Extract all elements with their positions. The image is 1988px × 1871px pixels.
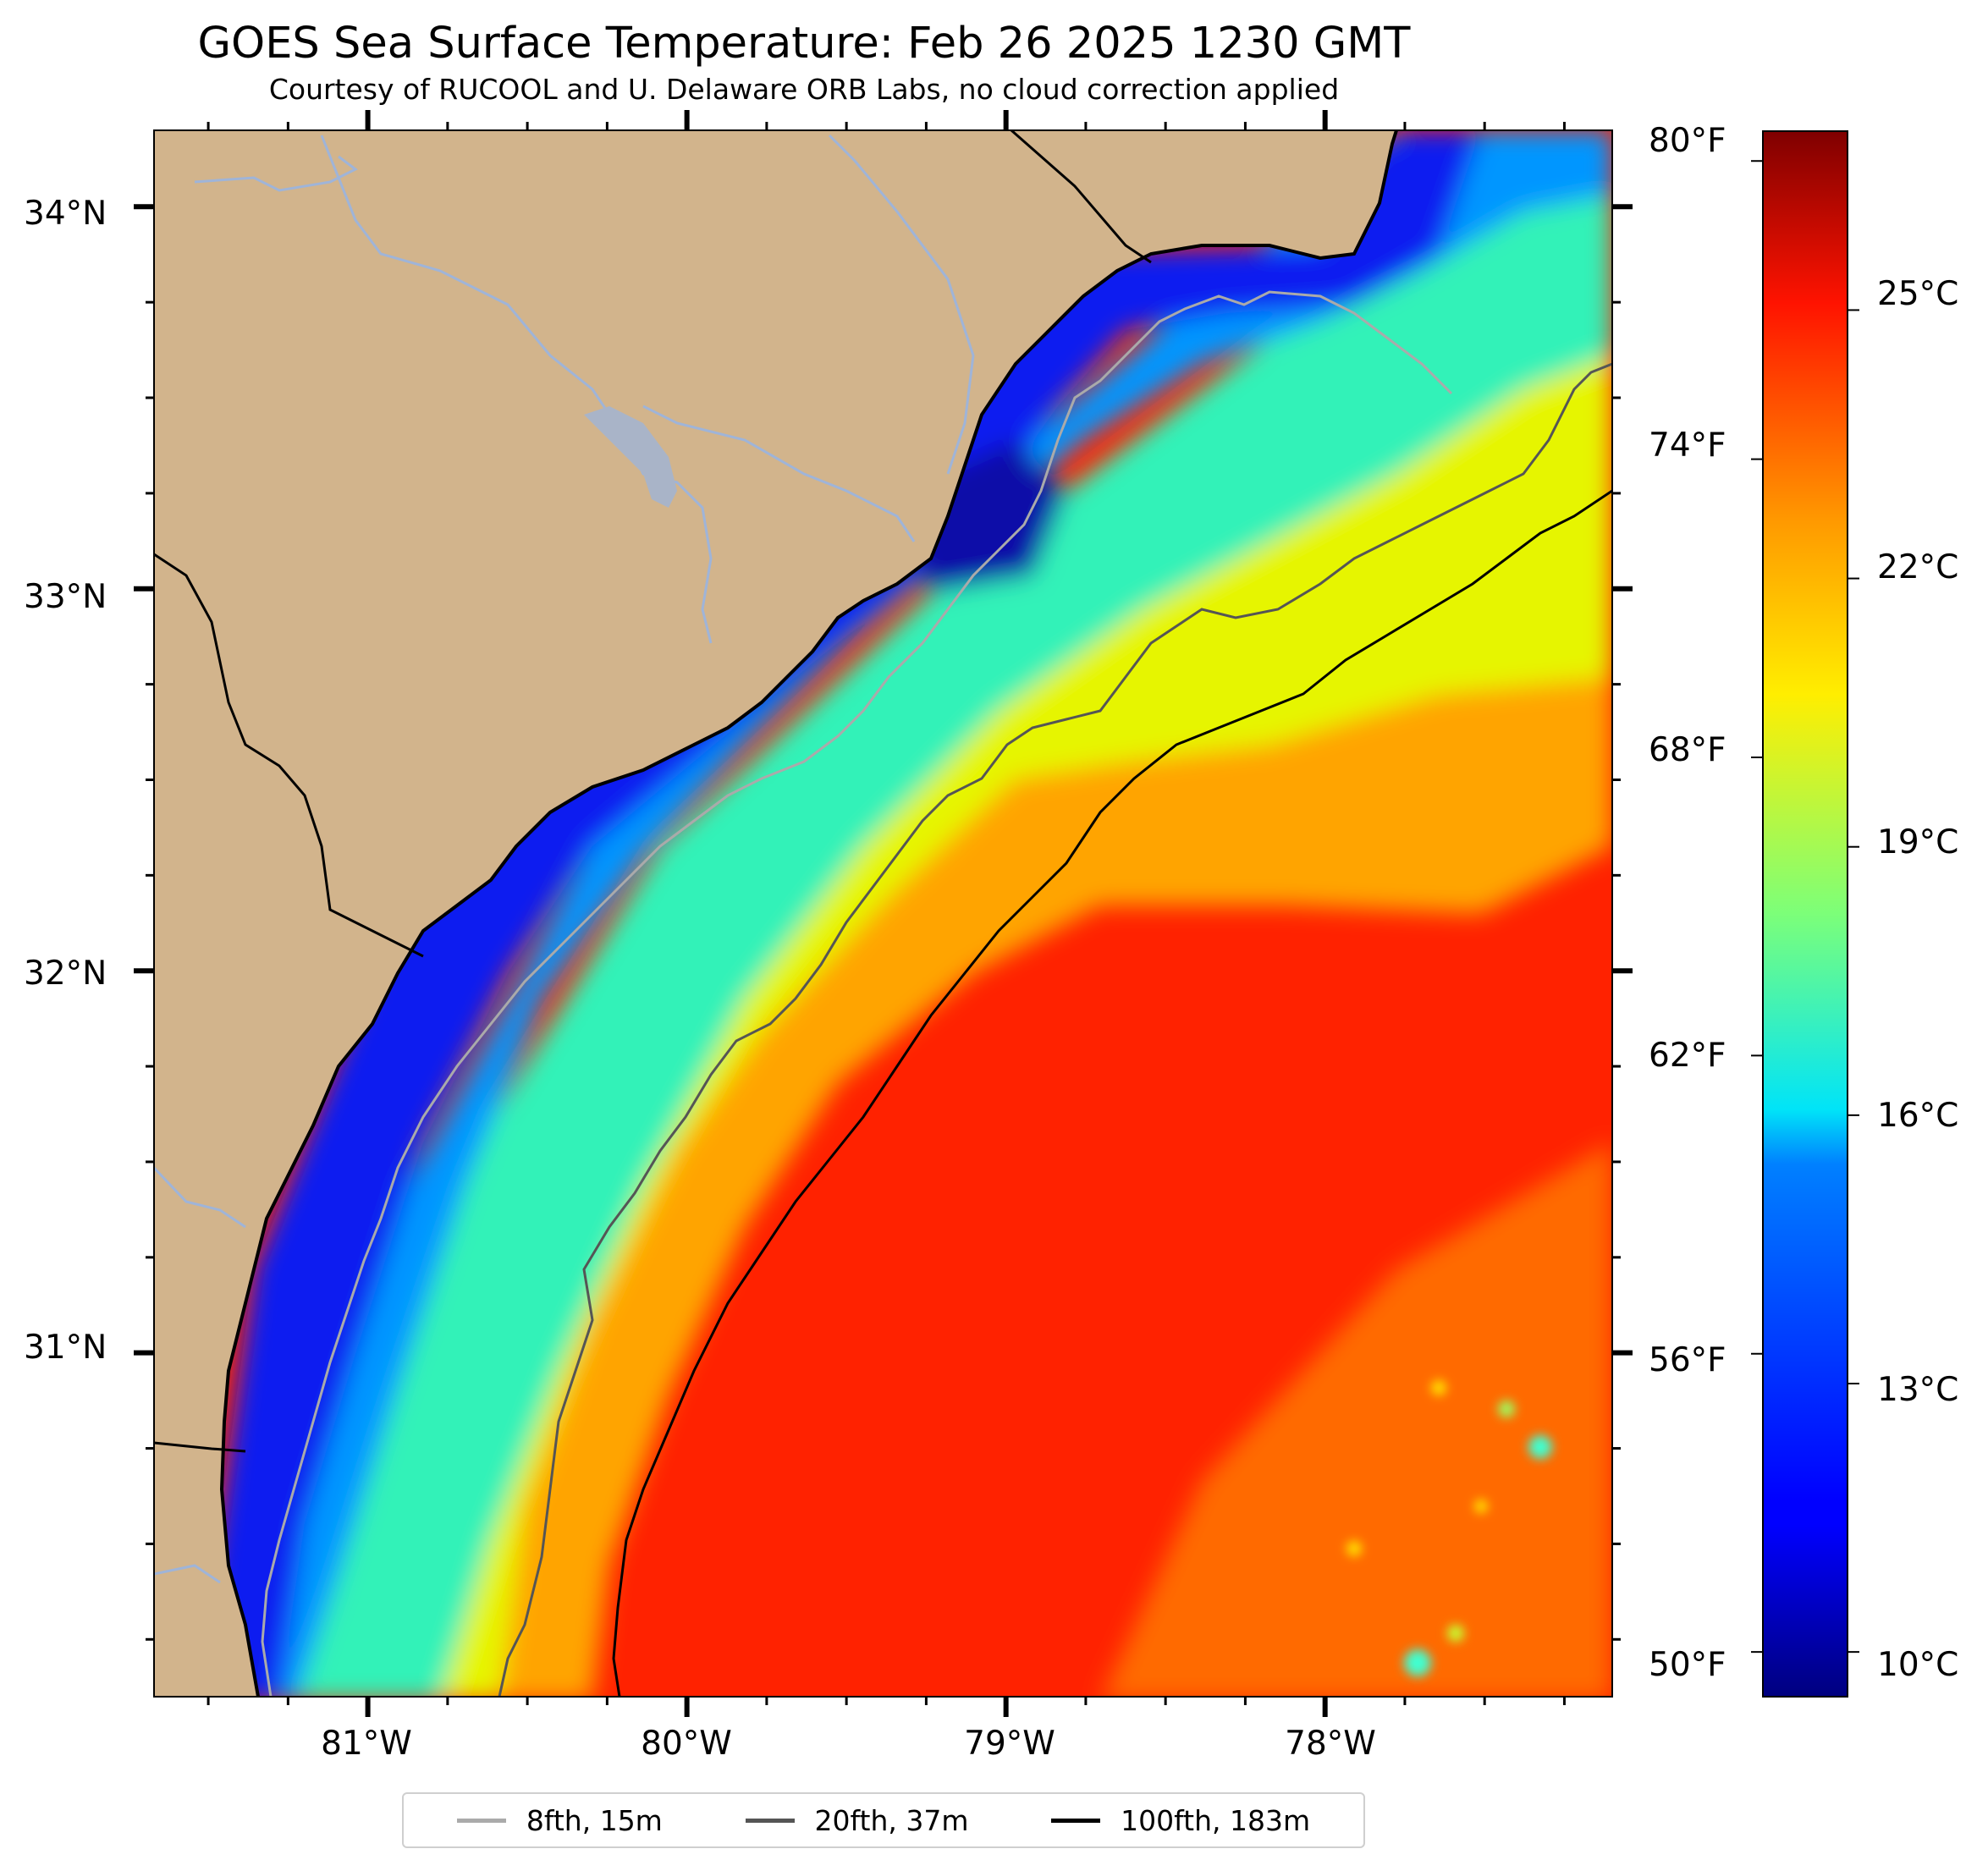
colorbar-c-label-16: 16°C	[1877, 1097, 1959, 1135]
colorbar	[1762, 130, 1848, 1698]
land-mass	[154, 130, 1396, 1697]
colorbar-ticks	[1751, 160, 1859, 1654]
colorbar-f-label-62: 62°F	[1649, 1037, 1726, 1075]
legend-item-100fth: 100fth, 183m	[1051, 1804, 1310, 1837]
lat-label-33n: 33°N	[24, 578, 107, 616]
legend-item-8fth: 8fth, 15m	[456, 1803, 663, 1837]
colorbar-f-label-68: 68°F	[1649, 731, 1726, 769]
map-subtitle: Courtesy of RUCOOL and U. Delaware ORB L…	[268, 73, 1340, 106]
colorbar-c-label-19: 19°C	[1877, 823, 1959, 861]
lake	[584, 406, 677, 508]
colorbar-c-label-10: 10°C	[1877, 1646, 1959, 1684]
state-border	[154, 553, 424, 958]
eddy-cool-patch	[1498, 1400, 1515, 1417]
isobath-legend: 8fth, 15m 20fth, 37m 100fth, 183m	[402, 1792, 1365, 1848]
state-border	[1011, 130, 1152, 264]
colorbar-c-label-13: 13°C	[1877, 1371, 1959, 1409]
colorbar-f-label-50: 50°F	[1649, 1646, 1726, 1684]
isobath-8fth	[261, 290, 1453, 1697]
map-title: GOES Sea Surface Temperature: Feb 26 202…	[197, 19, 1411, 69]
legend-swatch-20fth	[745, 1818, 795, 1823]
colorbar-f-label-74: 74°F	[1649, 426, 1726, 465]
lat-label-31n: 31°N	[24, 1329, 107, 1367]
state-borders	[154, 130, 1152, 1453]
river	[154, 1166, 246, 1229]
lon-label-81w: 81°W	[321, 1725, 412, 1763]
river	[194, 155, 358, 192]
colorbar-c-label-22: 22°C	[1877, 548, 1959, 586]
eddy-cool-patch	[1431, 1380, 1446, 1395]
lat-label-32n: 32°N	[24, 955, 107, 993]
legend-label-100fth: 100fth, 183m	[1121, 1803, 1311, 1837]
river	[642, 404, 916, 542]
eddy-cool-patch	[1528, 1435, 1552, 1459]
legend-swatch-100fth	[1051, 1818, 1101, 1823]
coastline	[219, 130, 1398, 1697]
colorbar-f-label-56: 56°F	[1649, 1341, 1726, 1379]
map-area	[154, 130, 1612, 1697]
state-border	[154, 1441, 246, 1453]
sst-band-mid-shelf	[246, 130, 1612, 1697]
legend-item-20fth: 20fth, 37m	[745, 1803, 969, 1837]
sst-warm-eddies	[1346, 1380, 1552, 1676]
lon-label-78w: 78°W	[1285, 1725, 1376, 1763]
eddy-cool-patch	[1346, 1541, 1362, 1556]
eddy-cool-patch	[1404, 1649, 1431, 1676]
sst-band-southeast	[1102, 1142, 1612, 1697]
eddy-cool-patch	[1474, 1500, 1488, 1513]
legend-label-20fth: 20fth, 37m	[814, 1803, 969, 1837]
lon-label-80w: 80°W	[641, 1725, 732, 1763]
legend-label-8fth: 8fth, 15m	[526, 1803, 663, 1837]
isobath-100fth	[612, 489, 1612, 1697]
legend-swatch-8fth	[456, 1818, 506, 1823]
isobath-20fth	[498, 362, 1612, 1697]
river	[828, 134, 975, 475]
colorbar-c-label-25: 25°C	[1877, 275, 1959, 313]
lat-label-34n: 34°N	[24, 195, 107, 233]
colorbar-f-label-80: 80°F	[1649, 122, 1726, 160]
map-ticks	[134, 110, 1633, 1717]
map-frame	[153, 129, 1613, 1698]
lon-label-79w: 79°W	[964, 1725, 1055, 1763]
eddy-cool-patch	[1447, 1625, 1464, 1642]
river	[154, 1564, 221, 1584]
